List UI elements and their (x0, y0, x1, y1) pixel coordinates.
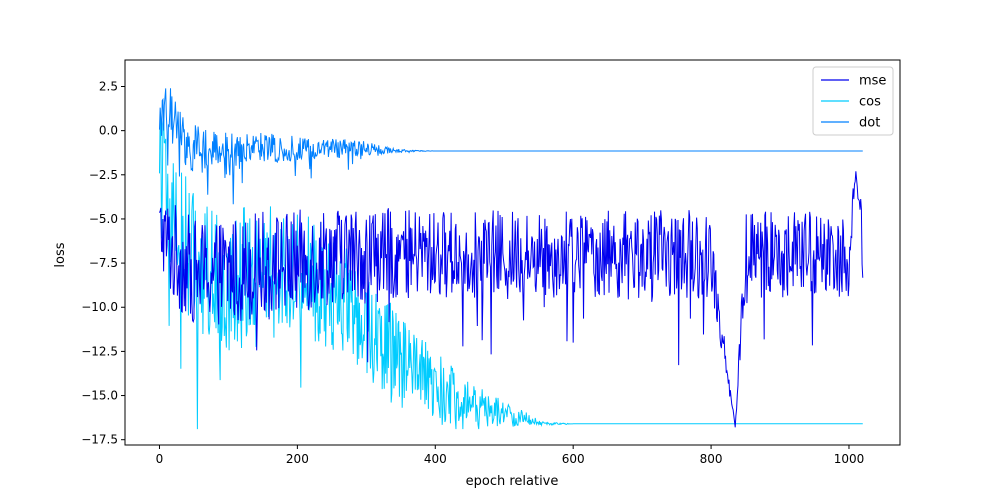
series-line-cos (158, 113, 863, 430)
x-tick-label: 1000 (834, 452, 865, 466)
y-tick-label: −7.5 (89, 256, 118, 270)
y-tick-label: 2.5 (99, 79, 118, 93)
x-tick-label: 800 (700, 452, 723, 466)
y-tick-label: −12.5 (81, 344, 118, 358)
y-axis-label: loss (53, 242, 68, 267)
series-layer (158, 88, 864, 430)
y-axis: 2.5 0.0 −2.5 −5.0 −7.5 −10.0 −12.5 −15.0 −17.5 (81, 79, 125, 447)
y-tick-label: −17.5 (81, 433, 118, 447)
x-tick-label: 400 (424, 452, 447, 466)
legend: mse cos dot (812, 66, 894, 136)
series-line-mse (159, 171, 864, 428)
plot-frame (124, 59, 901, 446)
legend-box (812, 66, 894, 136)
series-line-dot (158, 88, 863, 205)
x-axis-label: epoch relative (466, 474, 559, 489)
x-tick-label: 600 (562, 452, 585, 466)
legend-label-dot: dot (859, 116, 880, 131)
x-tick-label: 200 (286, 452, 309, 466)
y-tick-label: −5.0 (89, 212, 118, 226)
legend-label-mse: mse (859, 74, 886, 89)
x-axis: 0 200 400 600 800 1000 (156, 445, 865, 466)
y-tick-label: −2.5 (89, 168, 118, 182)
y-tick-label: −15.0 (81, 389, 118, 403)
legend-label-cos: cos (859, 95, 881, 110)
x-tick-label: 0 (156, 452, 164, 466)
y-tick-label: 0.0 (99, 124, 118, 138)
y-tick-label: −10.0 (81, 300, 118, 314)
